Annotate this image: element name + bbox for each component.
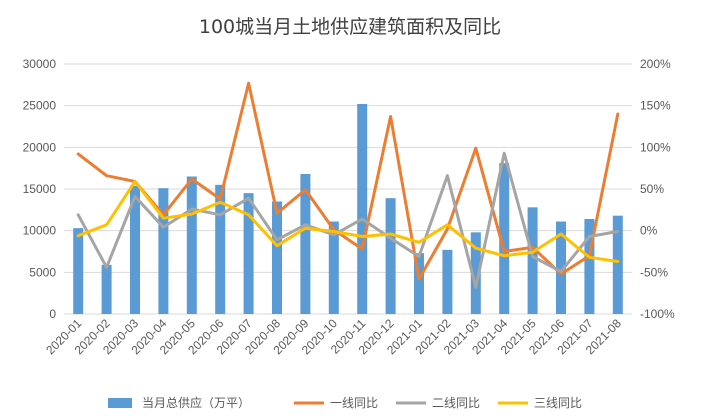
legend: 当月总供应（万平） 一线同比 二线同比 三线同比 — [108, 395, 582, 410]
bar — [470, 232, 481, 314]
right-tick-label: 200% — [640, 57, 671, 71]
legend-item: 三线同比 — [498, 396, 582, 410]
gridlines — [64, 63, 632, 315]
legend-label: 当月总供应（万平） — [142, 395, 250, 410]
bar — [186, 176, 197, 314]
bar — [73, 228, 84, 314]
right-tick-label: 0% — [640, 224, 658, 238]
legend-item: 当月总供应（万平） — [108, 395, 250, 410]
legend-item: 一线同比 — [294, 396, 378, 410]
left-tick-label: 25000 — [23, 99, 57, 113]
series-line — [76, 151, 620, 289]
x-axis-ticks: 2020-012020-022020-032020-042020-052020-… — [43, 316, 624, 357]
legend-label: 二线同比 — [432, 396, 480, 410]
bar — [442, 249, 453, 314]
bar — [612, 215, 623, 314]
right-tick-label: 100% — [640, 140, 671, 154]
bar — [556, 221, 566, 314]
series-line — [76, 81, 620, 281]
bar — [272, 201, 282, 314]
bar — [101, 264, 112, 314]
right-tick-label: -100% — [640, 307, 675, 321]
bar — [584, 219, 595, 314]
left-axis-ticks: 0 5000 10000 15000 20000 25000 30000 — [23, 57, 57, 321]
series-line — [76, 180, 620, 263]
bar — [300, 174, 311, 314]
right-axis-ticks: -100% -50% 0% 50% 100% 150% 200% — [640, 57, 675, 321]
right-tick-label: -50% — [640, 265, 668, 279]
right-tick-label: 150% — [640, 99, 671, 113]
legend-label: 一线同比 — [330, 396, 378, 410]
bar — [527, 207, 538, 314]
right-tick-label: 50% — [640, 182, 664, 196]
bar — [243, 193, 254, 314]
bar — [357, 104, 368, 314]
left-tick-label: 30000 — [23, 57, 57, 71]
bar — [130, 185, 140, 314]
left-tick-label: 10000 — [23, 224, 57, 238]
left-tick-label: 15000 — [23, 182, 57, 196]
bar — [158, 188, 169, 314]
bar-series — [73, 104, 623, 314]
line-series-group — [76, 81, 620, 289]
bar — [215, 184, 226, 314]
legend-swatch — [108, 398, 132, 408]
legend-item: 二线同比 — [396, 396, 480, 410]
bar — [328, 221, 339, 314]
bar — [414, 253, 424, 314]
bar — [499, 163, 510, 314]
left-tick-label: 5000 — [29, 265, 56, 279]
left-tick-label: 0 — [49, 307, 56, 321]
legend-label: 三线同比 — [534, 396, 582, 410]
bar — [385, 198, 396, 314]
left-tick-label: 20000 — [23, 140, 57, 154]
chart-title: 100城当月土地供应建筑面积及同比 — [199, 16, 501, 38]
